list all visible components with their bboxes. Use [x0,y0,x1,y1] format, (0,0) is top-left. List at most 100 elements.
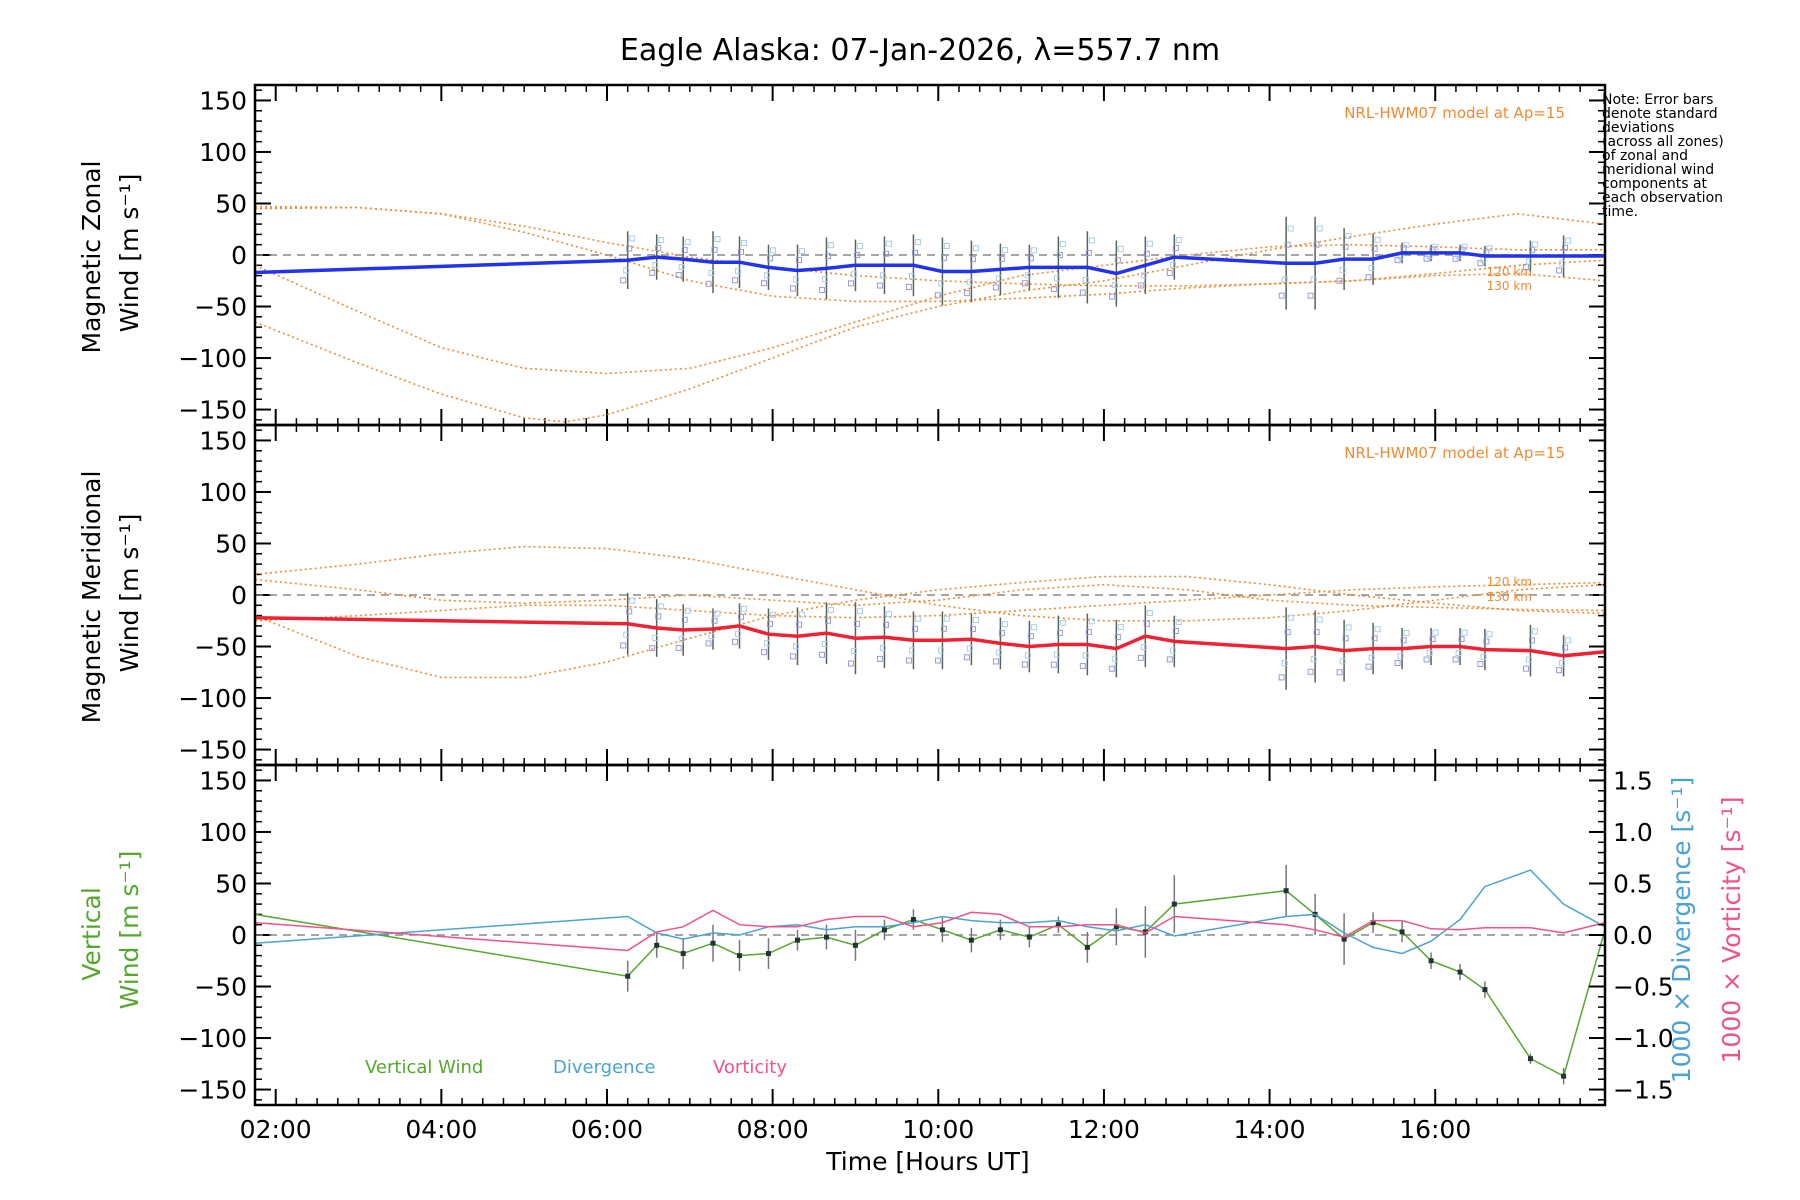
zone-marker [1455,650,1462,657]
x-tick-label: 02:00 [240,1115,312,1144]
zone-marker [1531,628,1538,635]
zone-marker [1114,257,1121,264]
zone-marker [735,268,742,275]
model-label: NRL-HWM07 model at Ap=15 [1344,104,1565,122]
zone-marker [760,280,767,287]
zone-marker [1082,276,1089,283]
model-curve [254,206,1606,303]
divergence-axis-label: 1000 × Divergence [s⁻¹] [1667,777,1696,1084]
zone-marker [1371,245,1378,252]
vorticity-axis-label: 1000 × Vorticity [s⁻¹] [1717,797,1746,1064]
model-curve [254,575,1606,679]
zone-marker [760,649,767,656]
zone-marker [1111,655,1118,662]
data-point [1171,901,1177,907]
zone-marker [1053,275,1060,282]
zone-marker [741,605,748,612]
x-tick-label: 08:00 [737,1115,809,1144]
zone-marker [655,613,662,620]
legend-divergence: Divergence [553,1057,656,1078]
zone-marker [1307,292,1314,299]
zone-marker [1528,637,1535,644]
zone-marker [658,237,665,244]
zone-marker [792,276,799,283]
zone-marker [1345,232,1352,239]
zone-marker [992,658,999,665]
zone-marker [1056,252,1063,258]
zone-marker [1053,651,1060,658]
zone-marker [1365,274,1372,281]
y-tick-label: 0 [231,581,247,610]
zonal-ylabel: Magnetic Zonal Wind [m s⁻¹] [77,153,144,354]
zone-marker [963,290,970,297]
zone-marker [1117,623,1124,630]
data-point [1084,944,1090,950]
model-alt-label: 130 km [1487,279,1532,293]
zone-marker [1316,616,1323,623]
series-line [254,889,1606,1078]
meridional-ylabel-line1: Magnetic Meridional [77,471,106,724]
right-tick-label: 0.0 [1613,921,1653,950]
data-point [1026,934,1032,940]
note-line: each observation [1602,190,1723,206]
zone-marker [1079,663,1086,670]
zone-marker [882,250,889,257]
zone-marker [1426,650,1433,657]
zone-marker [1172,628,1179,635]
zone-marker [769,247,776,254]
zone-marker [649,645,656,652]
data-point [1399,929,1405,935]
zone-marker [1001,621,1008,628]
right-tick-label: 1.5 [1613,766,1653,795]
vertical-wind-panel: −150 −100 −50 0 50 100 150 −1.5 −1.0 −0.5 0.0 0.5 1.… [178,763,1674,1144]
zone-marker [1461,243,1468,250]
zone-marker [766,255,773,262]
zone-marker [1486,245,1493,252]
zone-marker [1483,638,1490,645]
zone-marker [620,277,627,284]
data-point [1283,888,1289,894]
zone-marker [905,657,912,664]
zone-marker [741,239,748,246]
legend-vertical-wind: Vertical Wind [365,1057,483,1078]
zone-marker [914,239,921,246]
zone-marker [1166,656,1173,663]
zone-marker [1085,249,1092,256]
zone-marker [1166,269,1173,276]
zone-marker [629,597,636,604]
zone-marker [937,647,944,654]
series-line [254,909,1606,952]
zone-marker [1030,247,1037,254]
zone-marker [1423,656,1430,663]
zone-marker [934,657,941,664]
y-tick-label: −100 [178,684,247,713]
zone-marker [789,653,796,660]
zone-marker [1079,289,1086,296]
zonal-ylabel-line1: Magnetic Zonal [77,160,106,353]
chart-title: Eagle Alaska: 07-Jan-2026, λ=557.7 nm [620,33,1220,68]
y-tick-label: −100 [178,1024,247,1053]
zone-marker [934,292,941,299]
data-point [654,942,660,948]
zone-marker [850,647,857,654]
y-tick-label: −150 [178,1076,247,1105]
zone-marker [1339,266,1346,273]
zone-marker [1365,663,1372,670]
model-curve [254,581,1606,622]
zone-marker [1565,637,1572,644]
zone-marker [626,245,633,252]
y-tick-label: 150 [199,766,247,795]
legend-vorticity: Vorticity [713,1057,787,1078]
model-label: NRL-HWM07 model at Ap=15 [1344,444,1565,462]
data-point [1055,922,1061,928]
zone-marker [711,246,718,253]
model-curve [254,243,1605,375]
meridional-ylabel: Magnetic Meridional Wind [m s⁻¹] [77,463,144,724]
zone-marker [1281,276,1288,283]
zone-marker [684,239,691,246]
data-point [1428,958,1434,964]
data-point [710,940,716,946]
note-line: components at [1602,176,1708,192]
zone-marker [908,647,915,654]
zone-marker [1169,647,1176,654]
